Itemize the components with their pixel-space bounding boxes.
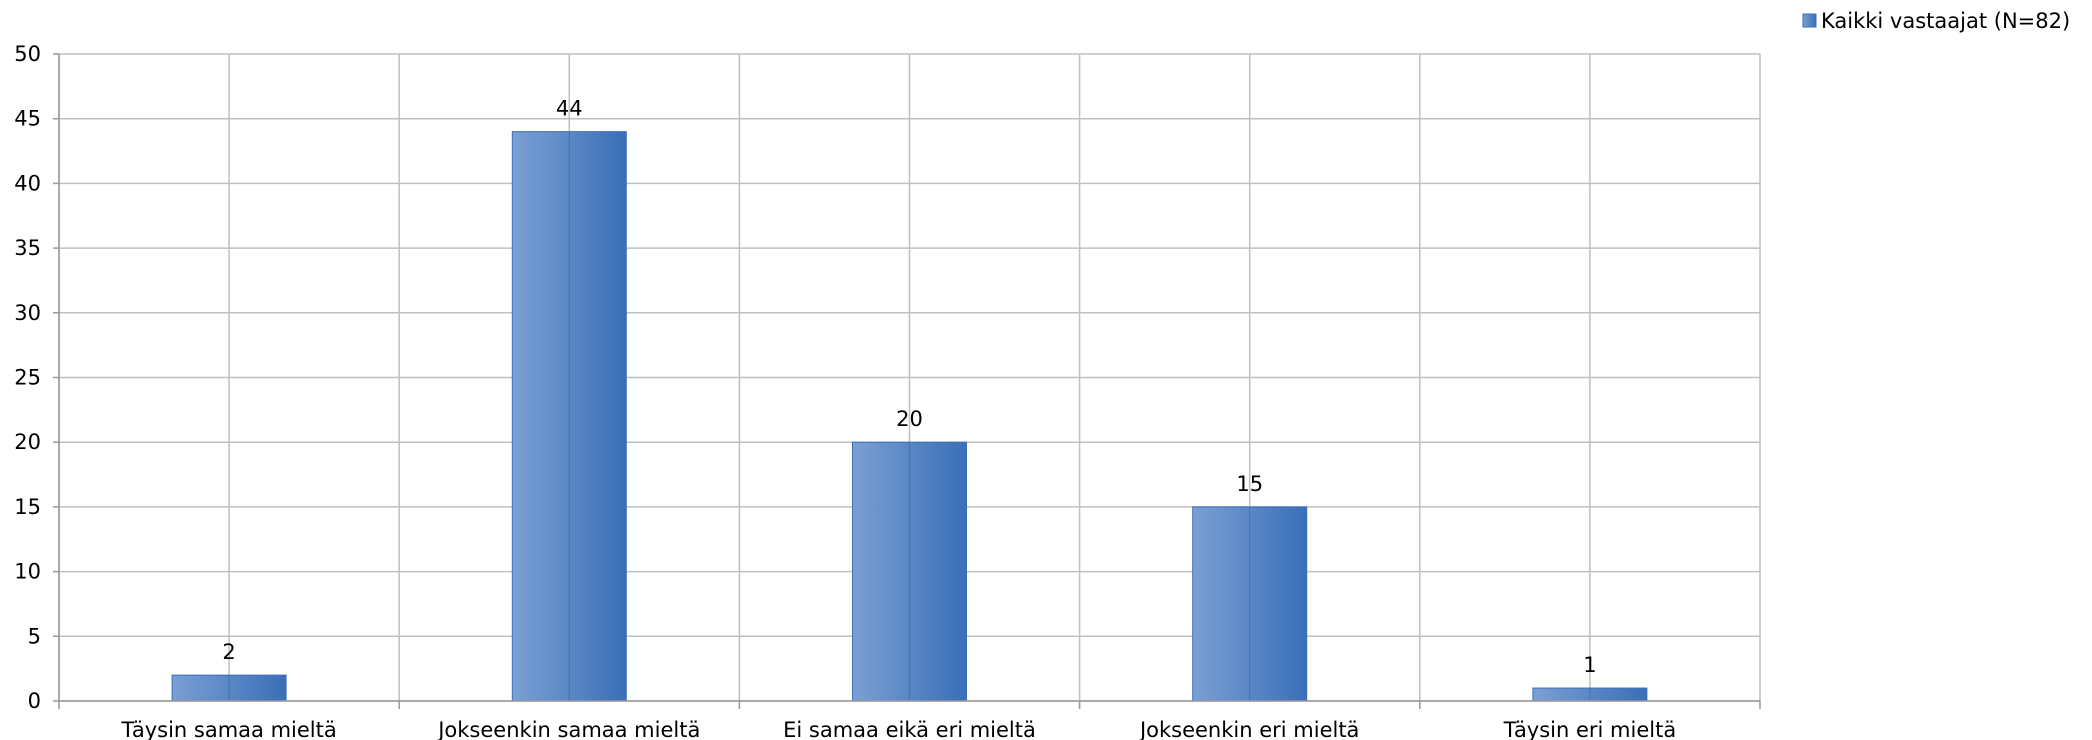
- y-tick-label: 0: [28, 689, 41, 713]
- bar: [511, 131, 627, 702]
- data-label: 2: [222, 640, 235, 664]
- data-label: 1: [1583, 653, 1596, 677]
- data-label: 44: [556, 97, 583, 121]
- category-label: Täysin eri mieltä: [1503, 718, 1677, 740]
- y-tick-label: 30: [14, 301, 41, 325]
- data-label: 15: [1236, 472, 1263, 496]
- category-label: Jokseenkin eri mieltä: [1138, 718, 1360, 740]
- y-tick-label: 10: [14, 560, 41, 584]
- y-tick-label: 50: [14, 42, 41, 66]
- labels-layer: 0 5 10 15 20 25 30 35 40 45 50 2 Täysin samaa mieltä…: [14, 42, 1676, 740]
- y-tick-label: 40: [14, 171, 41, 195]
- legend: Kaikki vastaajat (N=82): [1802, 9, 2070, 33]
- y-tick-label: 5: [28, 624, 41, 648]
- y-tick-label: 25: [14, 366, 41, 390]
- bars-layer: [171, 131, 1648, 702]
- y-tick-label: 15: [14, 495, 41, 519]
- y-tick-label: 45: [14, 107, 41, 131]
- data-label: 20: [896, 407, 923, 431]
- category-label: Jokseenkin samaa mieltä: [436, 718, 700, 740]
- axis-layer: [53, 53, 1761, 709]
- legend-swatch: [1802, 13, 1817, 28]
- y-tick-label: 20: [14, 430, 41, 454]
- category-label: Ei samaa eikä eri mieltä: [783, 718, 1036, 740]
- category-label: Täysin samaa mieltä: [120, 718, 336, 740]
- legend-label: Kaikki vastaajat (N=82): [1821, 9, 2070, 33]
- y-tick-label: 35: [14, 236, 41, 260]
- bar: [1192, 506, 1308, 702]
- bar: [852, 441, 967, 702]
